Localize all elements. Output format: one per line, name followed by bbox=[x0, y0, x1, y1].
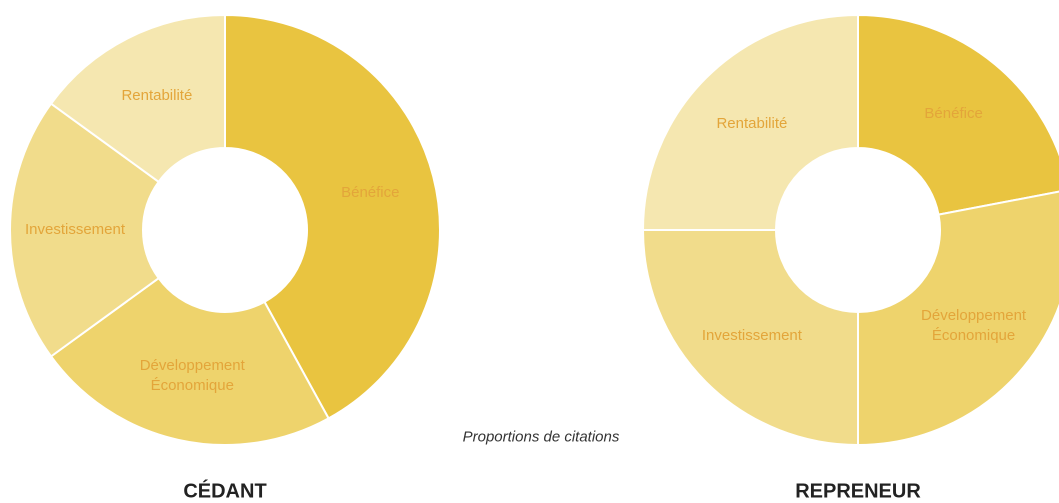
donut-slice bbox=[641, 229, 859, 447]
slice-label: Investissement bbox=[701, 327, 802, 345]
donut-slice bbox=[224, 13, 441, 420]
chart-title: CÉDANT bbox=[183, 480, 267, 503]
donut-slice bbox=[857, 190, 1059, 447]
slice-label: Rentabilité bbox=[716, 114, 788, 132]
donut-slice bbox=[857, 13, 1059, 216]
slice-label: Investissement bbox=[24, 221, 126, 238]
donut-slice bbox=[641, 13, 859, 231]
slice-label: Développement Économique bbox=[921, 306, 1027, 344]
donut-slice bbox=[9, 102, 161, 358]
slice-label: Bénéfice bbox=[924, 105, 983, 123]
slice-label: Développement Économique bbox=[139, 357, 245, 395]
slice-label: Bénéfice bbox=[341, 183, 400, 201]
caption: Proportions de citations bbox=[462, 428, 620, 446]
donut-slice bbox=[49, 276, 330, 446]
chart-title: REPRENEUR bbox=[795, 480, 921, 503]
slice-label: Rentabilité bbox=[121, 87, 193, 105]
donut-slice bbox=[49, 13, 226, 184]
